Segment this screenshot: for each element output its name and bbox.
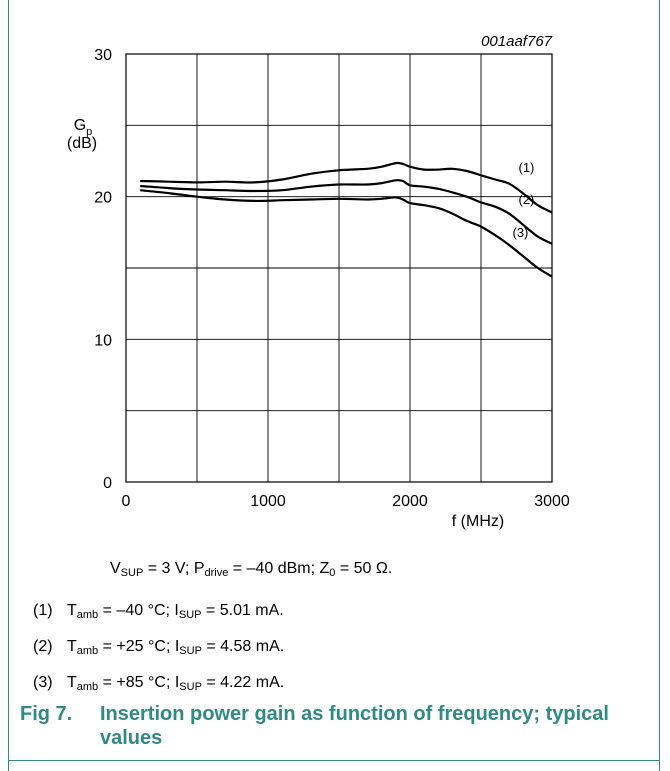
x-tick-label-2000: 2000 <box>392 493 428 510</box>
legend-item-1: (1) Tamb = –40 °C; ISUP = 5.01 mA. <box>33 602 284 621</box>
plot-area <box>125 53 553 483</box>
x-tick-label-3000: 3000 <box>534 493 570 510</box>
legend-item-3: (3) Tamb = +85 °C; ISUP = 4.22 mA. <box>33 674 285 693</box>
figure-frame <box>8 0 660 771</box>
series-label-2: (2) <box>518 192 534 207</box>
figure-frame-bottom <box>8 760 660 761</box>
series-label-3: (3) <box>512 225 528 240</box>
series-line-3 <box>140 189 553 278</box>
series-line-1 <box>140 161 553 214</box>
figure-id: 001aaf767 <box>481 33 553 50</box>
y-tick-label-0: 0 <box>103 475 112 492</box>
chart-series: (1) (2) (3) <box>140 160 553 278</box>
y-tick-label-20: 20 <box>94 190 112 207</box>
figure-caption: Fig 7. Insertion power gain as function o… <box>20 702 640 750</box>
y-tick-label-30: 30 <box>94 47 112 64</box>
figure-title: Insertion power gain as function of freq… <box>100 703 609 749</box>
series-line-2 <box>140 179 553 245</box>
series-label-1: (1) <box>518 160 534 175</box>
gain-chart: (1) (2) (3) 0 1000 2000 3000 0 10 20 30 001aaf767… <box>67 33 570 530</box>
x-axis-label: f (MHz) <box>452 513 504 530</box>
x-tick-label-0: 0 <box>122 493 131 510</box>
y-tick-label-10: 10 <box>94 332 112 349</box>
test-conditions: VSUP = 3 V; Pdrive = –40 dBm; Z0 = 50 Ω. <box>110 560 393 579</box>
y-axis-unit: (dB) <box>67 135 97 152</box>
chart-labels: 001aaf767 Gp (dB) f (MHz) <box>67 33 553 530</box>
chart-grid <box>126 54 552 482</box>
y-axis-label: Gp <box>74 117 93 138</box>
legend-item-2: (2) Tamb = +25 °C; ISUP = 4.58 mA. <box>33 638 285 657</box>
figure-number: Fig 7. <box>20 703 73 725</box>
x-tick-label-1000: 1000 <box>250 493 286 510</box>
chart-ticks: 0 1000 2000 3000 0 10 20 30 <box>94 47 570 510</box>
